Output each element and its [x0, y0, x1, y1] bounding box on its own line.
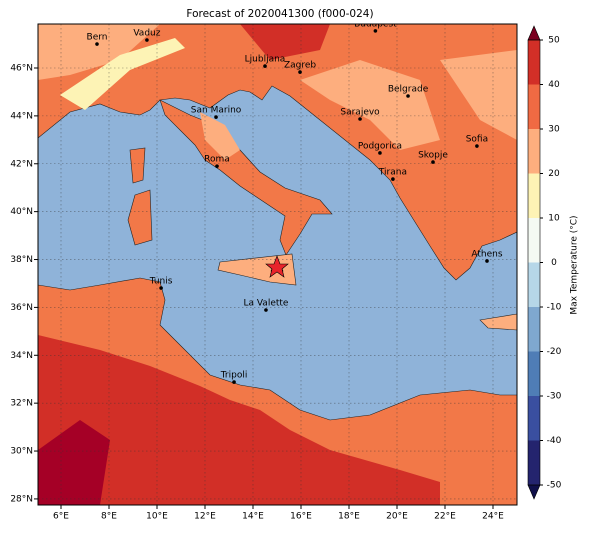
city-label: Sofia — [466, 135, 488, 145]
city-dot — [232, 380, 236, 384]
lon-tick-label: 8°E — [101, 512, 117, 522]
star-marker — [265, 255, 289, 278]
colorbar-tick-label: -50 — [547, 481, 562, 491]
city-dot — [95, 42, 99, 46]
city-label: Sarajevo — [340, 107, 380, 117]
lon-tick-label: 14°E — [242, 512, 264, 522]
city-dot — [373, 29, 378, 33]
title: Forecast of 2020041300 (f000-024) — [186, 8, 373, 20]
colorbar-segment — [528, 129, 540, 174]
colorbar-extend-low — [527, 484, 541, 500]
city-label: Belgrade — [388, 85, 429, 95]
city-label: Zagreb — [284, 61, 316, 71]
city-dot — [391, 177, 395, 181]
lon-tick-label: 22°E — [434, 512, 456, 522]
italy — [159, 99, 333, 256]
lon-tick-label: 24°E — [482, 512, 504, 522]
city-label: Ljubljana — [245, 55, 286, 65]
colorbar-segment — [528, 396, 540, 441]
lat-tick-label: 32°N — [10, 399, 33, 409]
lat-tick-label: 38°N — [10, 255, 33, 265]
city-dot — [263, 64, 267, 68]
city-dot — [214, 115, 218, 119]
city-dot — [406, 94, 410, 98]
lat-tick-label: 34°N — [10, 351, 33, 361]
colorbar-segment — [528, 307, 540, 352]
city-dot — [475, 144, 479, 148]
city-dot — [431, 160, 435, 164]
colorbar-extend-high — [527, 25, 541, 41]
city-dot — [378, 151, 382, 155]
sardinia — [127, 189, 153, 246]
city-dot — [159, 286, 163, 290]
city-label: San Marino — [191, 106, 242, 116]
colorbar-segment — [528, 262, 540, 307]
colorbar-tick-label: 0 — [551, 258, 557, 268]
colorbar-segment — [528, 351, 540, 396]
city-label: Bern — [87, 33, 108, 43]
colorbar-segment — [528, 40, 540, 85]
city-dot — [485, 259, 489, 263]
lon-tick-label: 18°E — [338, 512, 360, 522]
lat-tick-label: 40°N — [10, 207, 33, 217]
cool-patch — [60, 38, 185, 110]
city-label: Podgorica — [358, 141, 402, 151]
colorbar-segment — [528, 218, 540, 263]
lon-tick-label: 6°E — [53, 512, 69, 522]
colorbar-tick-label: 20 — [548, 169, 560, 179]
lon-tick-label: 10°E — [146, 512, 168, 522]
city-label: Tunis — [149, 277, 173, 287]
lat-tick-label: 30°N — [10, 447, 33, 457]
city-dot — [358, 117, 362, 121]
colorbar-tick-label: 30 — [548, 125, 560, 135]
lat-tick-label: 44°N — [10, 111, 33, 121]
colorbar-tick-label: -30 — [547, 392, 562, 402]
crete — [479, 313, 517, 331]
colorbar-tick-label: 50 — [548, 36, 560, 46]
city-dot — [298, 70, 302, 74]
very-hot-patch — [38, 420, 110, 505]
city-dot — [215, 164, 219, 168]
colorbar-segment — [528, 440, 540, 485]
colorbar-tick-label: 10 — [548, 214, 560, 224]
city-label: Tirana — [378, 168, 407, 178]
warm-patch — [200, 112, 240, 160]
city-label: Budapest — [354, 19, 397, 29]
lat-tick-label: 42°N — [10, 159, 33, 169]
colorbar-tick-label: 40 — [548, 80, 560, 90]
city-label: Roma — [204, 155, 230, 165]
warm-patch — [440, 50, 517, 140]
colorbar-tick-label: -20 — [547, 347, 562, 357]
city-label: Tripoli — [220, 371, 248, 381]
lon-tick-label: 16°E — [290, 512, 312, 522]
lat-tick-label: 36°N — [10, 303, 33, 313]
colorbar-tick-label: -10 — [547, 303, 562, 313]
hot-patch — [240, 24, 330, 60]
city-dot — [145, 38, 149, 42]
lat-tick-label: 46°N — [10, 64, 33, 74]
warm-patch — [38, 24, 160, 80]
lat-tick-label: 28°N — [10, 494, 33, 504]
hot-patch — [38, 335, 440, 505]
lon-tick-label: 20°E — [386, 512, 408, 522]
colorbar-tick-label: -40 — [547, 436, 562, 446]
colorbar-label: Max Temperature (°C) — [570, 215, 580, 314]
colorbar-segment — [528, 84, 540, 129]
warm-patch — [300, 60, 440, 150]
colorbar-segment — [528, 173, 540, 218]
city-label: La Valette — [243, 299, 288, 309]
city-label: Skopje — [418, 151, 448, 161]
city-label: Athens — [471, 249, 502, 259]
city-label: Vaduz — [133, 28, 160, 38]
lon-tick-label: 12°E — [194, 512, 216, 522]
city-dot — [264, 308, 268, 312]
map-frame — [37, 23, 518, 506]
corsica — [129, 147, 146, 184]
